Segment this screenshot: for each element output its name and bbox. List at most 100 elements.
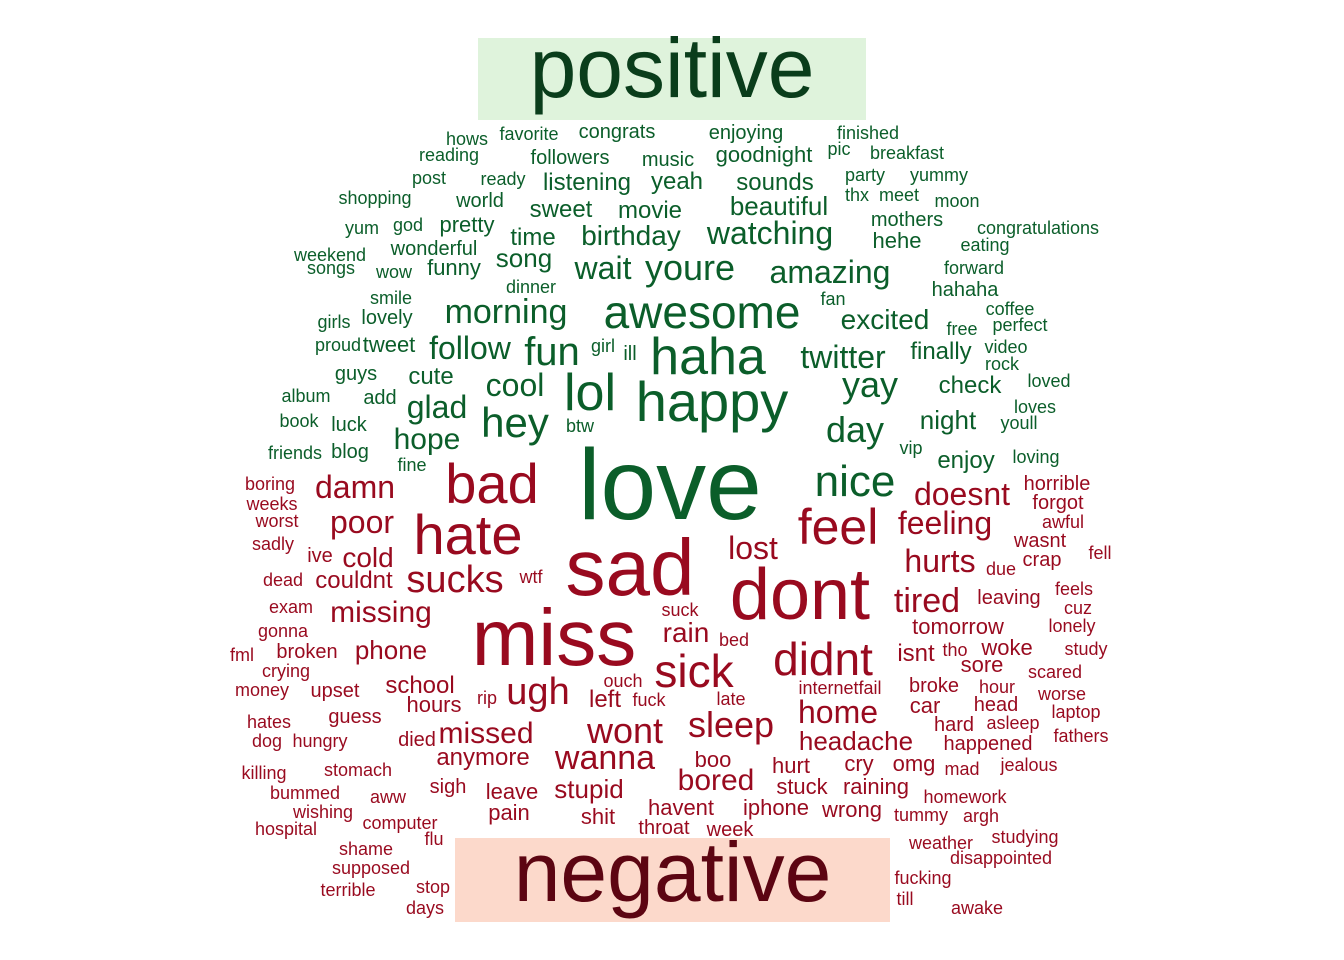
positive-word: excited <box>840 304 930 335</box>
negative-word: dead <box>262 570 304 590</box>
positive-word: congrats <box>578 121 656 143</box>
negative-word: school <box>385 672 455 699</box>
negative-word: ive <box>307 545 333 567</box>
negative-word: headache <box>798 726 914 756</box>
positive-word: yummy <box>910 165 968 185</box>
negative-word: boo <box>694 747 732 772</box>
negative-word: wont <box>586 710 664 751</box>
negative-word: sigh <box>429 776 467 798</box>
positive-word: coffee <box>985 299 1035 319</box>
negative-word: lost <box>728 530 778 566</box>
negative-word: sore <box>960 652 1004 677</box>
negative-word: boring <box>244 474 296 494</box>
positive-word: cool <box>485 367 545 403</box>
negative-word: wrong <box>822 797 882 822</box>
negative-word: rip <box>476 688 498 708</box>
negative-word: dog <box>251 731 283 751</box>
positive-word: blog <box>331 441 369 463</box>
negative-word: bad <box>445 452 539 515</box>
positive-word: listening <box>542 169 632 196</box>
negative-word: pain <box>488 800 530 825</box>
negative-word: wasnt <box>1013 530 1067 552</box>
positive-word: god <box>392 215 424 235</box>
negative-word: study <box>1064 639 1108 659</box>
positive-word: eating <box>960 235 1010 255</box>
positive-word: congratulations <box>976 218 1100 238</box>
negative-word: died <box>398 729 436 751</box>
negative-word: gonna <box>257 621 309 641</box>
negative-word: stop <box>415 877 451 897</box>
negative-word: iphone <box>742 795 810 820</box>
positive-word: world <box>456 190 504 212</box>
positive-word: sounds <box>736 169 814 196</box>
negative-word: happened <box>943 733 1033 755</box>
positive-word: followers <box>530 147 610 169</box>
positive-word: loving <box>1012 447 1060 467</box>
negative-word: forgot <box>1032 492 1084 514</box>
positive-word: guys <box>334 363 378 385</box>
positive-word: birthday <box>581 220 681 251</box>
positive-word: weekend <box>293 245 367 265</box>
negative-word: awake <box>950 898 1004 918</box>
negative-word: exam <box>268 597 314 617</box>
negative-word: hates <box>246 712 292 732</box>
negative-word: awful <box>1041 512 1085 532</box>
negative-word: disappointed <box>949 848 1053 868</box>
negative-word: feels <box>1054 579 1094 599</box>
negative-word: throat <box>638 817 690 839</box>
negative-word: cuz <box>1063 598 1093 618</box>
negative-word: dont <box>729 555 871 635</box>
negative-word: left <box>588 686 622 713</box>
negative-word: flu <box>424 829 444 849</box>
negative-word: fathers <box>1053 726 1109 746</box>
positive-word: add <box>363 387 397 409</box>
positive-word: fun <box>524 330 580 374</box>
positive-word: love <box>578 429 762 541</box>
positive-word: meet <box>878 185 920 205</box>
negative-word: fuck <box>632 690 666 710</box>
negative-word: killing <box>241 763 287 783</box>
positive-word: hahaha <box>931 279 999 301</box>
negative-word: woke <box>981 635 1033 660</box>
negative-word: weather <box>908 833 974 853</box>
positive-word: hope <box>393 423 461 456</box>
positive-word: morning <box>444 293 568 331</box>
negative-word: omg <box>892 751 936 776</box>
negative-word: hurts <box>904 543 976 579</box>
positive-word: post <box>411 168 447 188</box>
positive-word: girls <box>317 312 351 332</box>
positive-word: proud <box>314 335 362 355</box>
negative-word: damn <box>314 469 396 505</box>
negative-word: sucks <box>406 559 504 601</box>
negative-word: hospital <box>254 819 318 839</box>
positive-header-label: positive <box>529 21 815 115</box>
positive-word: yum <box>344 218 380 238</box>
negative-word: sadly <box>251 534 295 554</box>
positive-word: haha <box>650 328 766 386</box>
positive-word: follow <box>429 330 511 366</box>
negative-word: ugh <box>506 671 570 713</box>
negative-word: scared <box>1027 662 1083 682</box>
negative-word: ouch <box>603 671 643 691</box>
positive-word: free <box>946 319 978 339</box>
negative-word: hours <box>406 692 462 717</box>
positive-word: yeah <box>650 168 704 195</box>
negative-word: phone <box>354 635 428 665</box>
negative-word: wishing <box>292 802 354 822</box>
negative-word: havent <box>647 795 715 820</box>
positive-word: breakfast <box>869 143 945 163</box>
positive-word: moon <box>934 191 980 211</box>
positive-word: dinner <box>505 277 557 297</box>
positive-word: goodnight <box>715 142 813 167</box>
negative-word: bored <box>677 764 755 797</box>
negative-word: upset <box>310 680 360 702</box>
negative-word: tomorrow <box>912 614 1004 639</box>
positive-word: enjoy <box>937 447 995 474</box>
negative-word: stuck <box>776 774 828 799</box>
positive-word: shopping <box>338 188 412 208</box>
negative-word: car <box>909 693 941 718</box>
negative-word: lonely <box>1048 616 1096 636</box>
negative-word: bed <box>718 630 750 650</box>
positive-word: fan <box>820 289 846 309</box>
positive-word: funny <box>427 255 481 280</box>
